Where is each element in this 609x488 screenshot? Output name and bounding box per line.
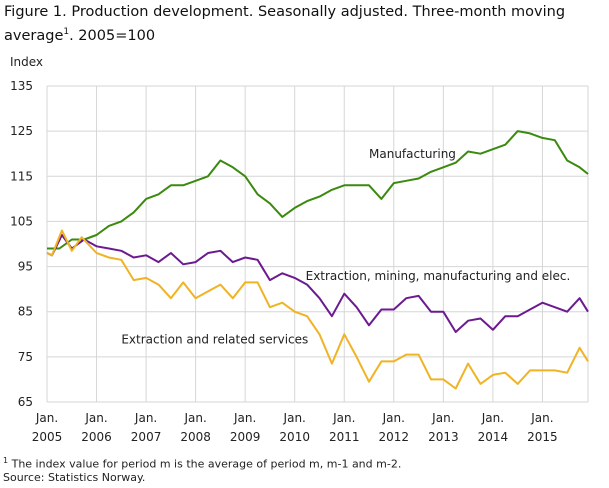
x-tick-label: Jan. — [530, 411, 553, 425]
title-text: Figure 1. Production development. Season… — [4, 4, 566, 44]
series-line-1 — [46, 234, 589, 333]
figure-title: Figure 1. Production development. Season… — [4, 2, 604, 46]
series-label: Manufacturing — [369, 147, 456, 161]
y-axis-label: Index — [10, 55, 43, 69]
x-tick-label: Jan. — [332, 411, 355, 425]
x-tick-label: Jan. — [183, 411, 206, 425]
series-label: Extraction, mining, manufacturing and el… — [306, 269, 571, 283]
title-footnote-mark: 1 — [63, 27, 70, 37]
x-tick-label: Jan. — [481, 411, 504, 425]
y-tick-label: 75 — [18, 350, 33, 364]
y-tick-label: 125 — [10, 124, 33, 138]
x-tick-label: 2010 — [279, 430, 310, 444]
x-tick-label: 2006 — [81, 430, 112, 444]
x-tick-label: 2007 — [131, 430, 162, 444]
series-line-0 — [47, 130, 589, 250]
x-tick-label: 2011 — [329, 430, 360, 444]
x-tick-label: 2009 — [230, 430, 261, 444]
x-tick-label: 2013 — [428, 430, 459, 444]
x-tick-label: Jan. — [233, 411, 256, 425]
x-tick-label: Jan. — [382, 411, 405, 425]
x-tick-label: 2005 — [32, 430, 63, 444]
x-tick-label: 2012 — [379, 430, 410, 444]
y-tick-label: 105 — [10, 214, 33, 228]
x-tick-label: Jan. — [283, 411, 306, 425]
title-tail: . 2005=100 — [69, 27, 156, 44]
footnote-mark: 1 — [3, 456, 9, 465]
x-tick-label: 2008 — [180, 430, 211, 444]
x-tick-label: Jan. — [84, 411, 107, 425]
source: Source: Statistics Norway. — [3, 471, 146, 484]
x-tick-label: Jan. — [134, 411, 157, 425]
y-tick-label: 135 — [10, 79, 33, 93]
y-tick-label: 65 — [18, 395, 33, 409]
x-tick-label: 2015 — [527, 430, 558, 444]
footnote: 1 The index value for period m is the av… — [3, 456, 401, 471]
x-tick-label: Jan. — [35, 411, 58, 425]
y-tick-label: 85 — [18, 305, 33, 319]
x-tick-label: Jan. — [431, 411, 454, 425]
footnote-text: The index value for period m is the aver… — [11, 457, 402, 471]
y-tick-label: 115 — [10, 169, 33, 183]
series-label: Extraction and related services — [121, 332, 308, 346]
y-tick-label: 95 — [18, 260, 33, 274]
x-tick-label: 2014 — [478, 430, 509, 444]
series-line-2 — [46, 229, 589, 390]
